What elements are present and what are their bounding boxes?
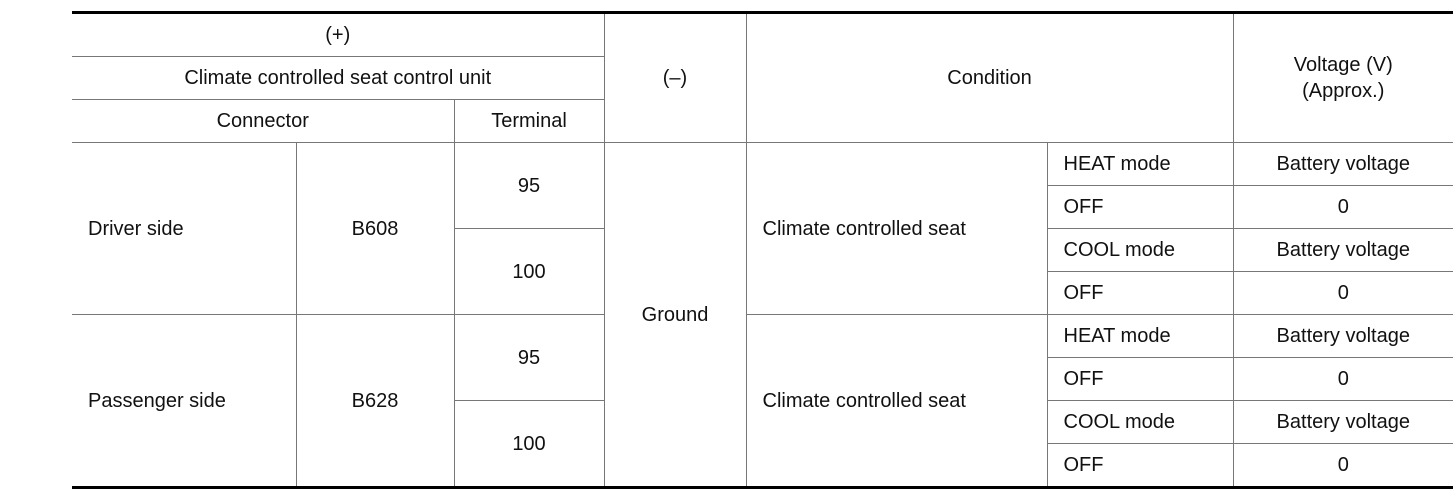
- voltage: Battery voltage: [1232, 142, 1454, 186]
- side: Passenger side: [72, 314, 297, 488]
- terminal: 95: [453, 142, 605, 229]
- mode: COOL mode: [1046, 228, 1234, 272]
- terminal: 95: [453, 314, 605, 401]
- connector: B608: [295, 142, 455, 315]
- terminal-table: (+) (–) Condition Voltage (V) (Approx.) C…: [72, 11, 1454, 489]
- voltage-header-line: (Approx.): [1302, 80, 1385, 102]
- condition: Climate controlled seat: [745, 142, 1048, 315]
- voltage: Battery voltage: [1232, 400, 1454, 444]
- table-row: OFF 0: [72, 357, 1454, 401]
- connector-header: Connector: [72, 99, 455, 143]
- terminal: 100: [454, 400, 605, 488]
- terminal: 100: [454, 228, 605, 315]
- voltage: 0: [1232, 271, 1454, 315]
- table-row: OFF 0: [72, 443, 1454, 488]
- voltage: Battery voltage: [1232, 314, 1454, 358]
- minus-header: (–): [603, 12, 747, 143]
- side: Driver side: [72, 142, 297, 315]
- table-row: 100 COOL mode Battery voltage: [72, 400, 1454, 488]
- voltage-header-line: Voltage (V): [1293, 54, 1393, 76]
- condition: Climate controlled seat: [745, 314, 1048, 488]
- mode: OFF: [1047, 357, 1234, 401]
- mode: OFF: [1047, 443, 1234, 488]
- table-row: Driver side B608 95 Ground Climate controlle…: [72, 142, 1454, 488]
- table-body: Driver side B608 95 Ground Climate controlle…: [72, 142, 1454, 488]
- plus-header: (+): [72, 12, 605, 57]
- mode: HEAT mode: [1046, 142, 1234, 186]
- condition-header: Condition: [745, 12, 1234, 143]
- ground: Ground: [603, 142, 747, 488]
- connector: B628: [295, 314, 455, 488]
- voltage: 0: [1232, 443, 1454, 488]
- mode: HEAT mode: [1046, 314, 1234, 358]
- table-row: 100 COOL mode Battery voltage: [72, 228, 1454, 315]
- terminal-header: Terminal: [453, 99, 605, 143]
- mode: COOL mode: [1046, 400, 1234, 444]
- voltage: 0: [1232, 185, 1454, 229]
- unit-header: Climate controlled seat control unit: [72, 56, 605, 100]
- mode: OFF: [1047, 271, 1234, 315]
- table-row: OFF 0: [72, 185, 1454, 229]
- table-row: Passenger side B628 95 Climate controlled s…: [72, 314, 1454, 488]
- mode: OFF: [1047, 185, 1234, 229]
- voltage-header: Voltage (V) (Approx.): [1232, 12, 1454, 143]
- voltage: Battery voltage: [1232, 228, 1454, 272]
- voltage: 0: [1232, 357, 1454, 401]
